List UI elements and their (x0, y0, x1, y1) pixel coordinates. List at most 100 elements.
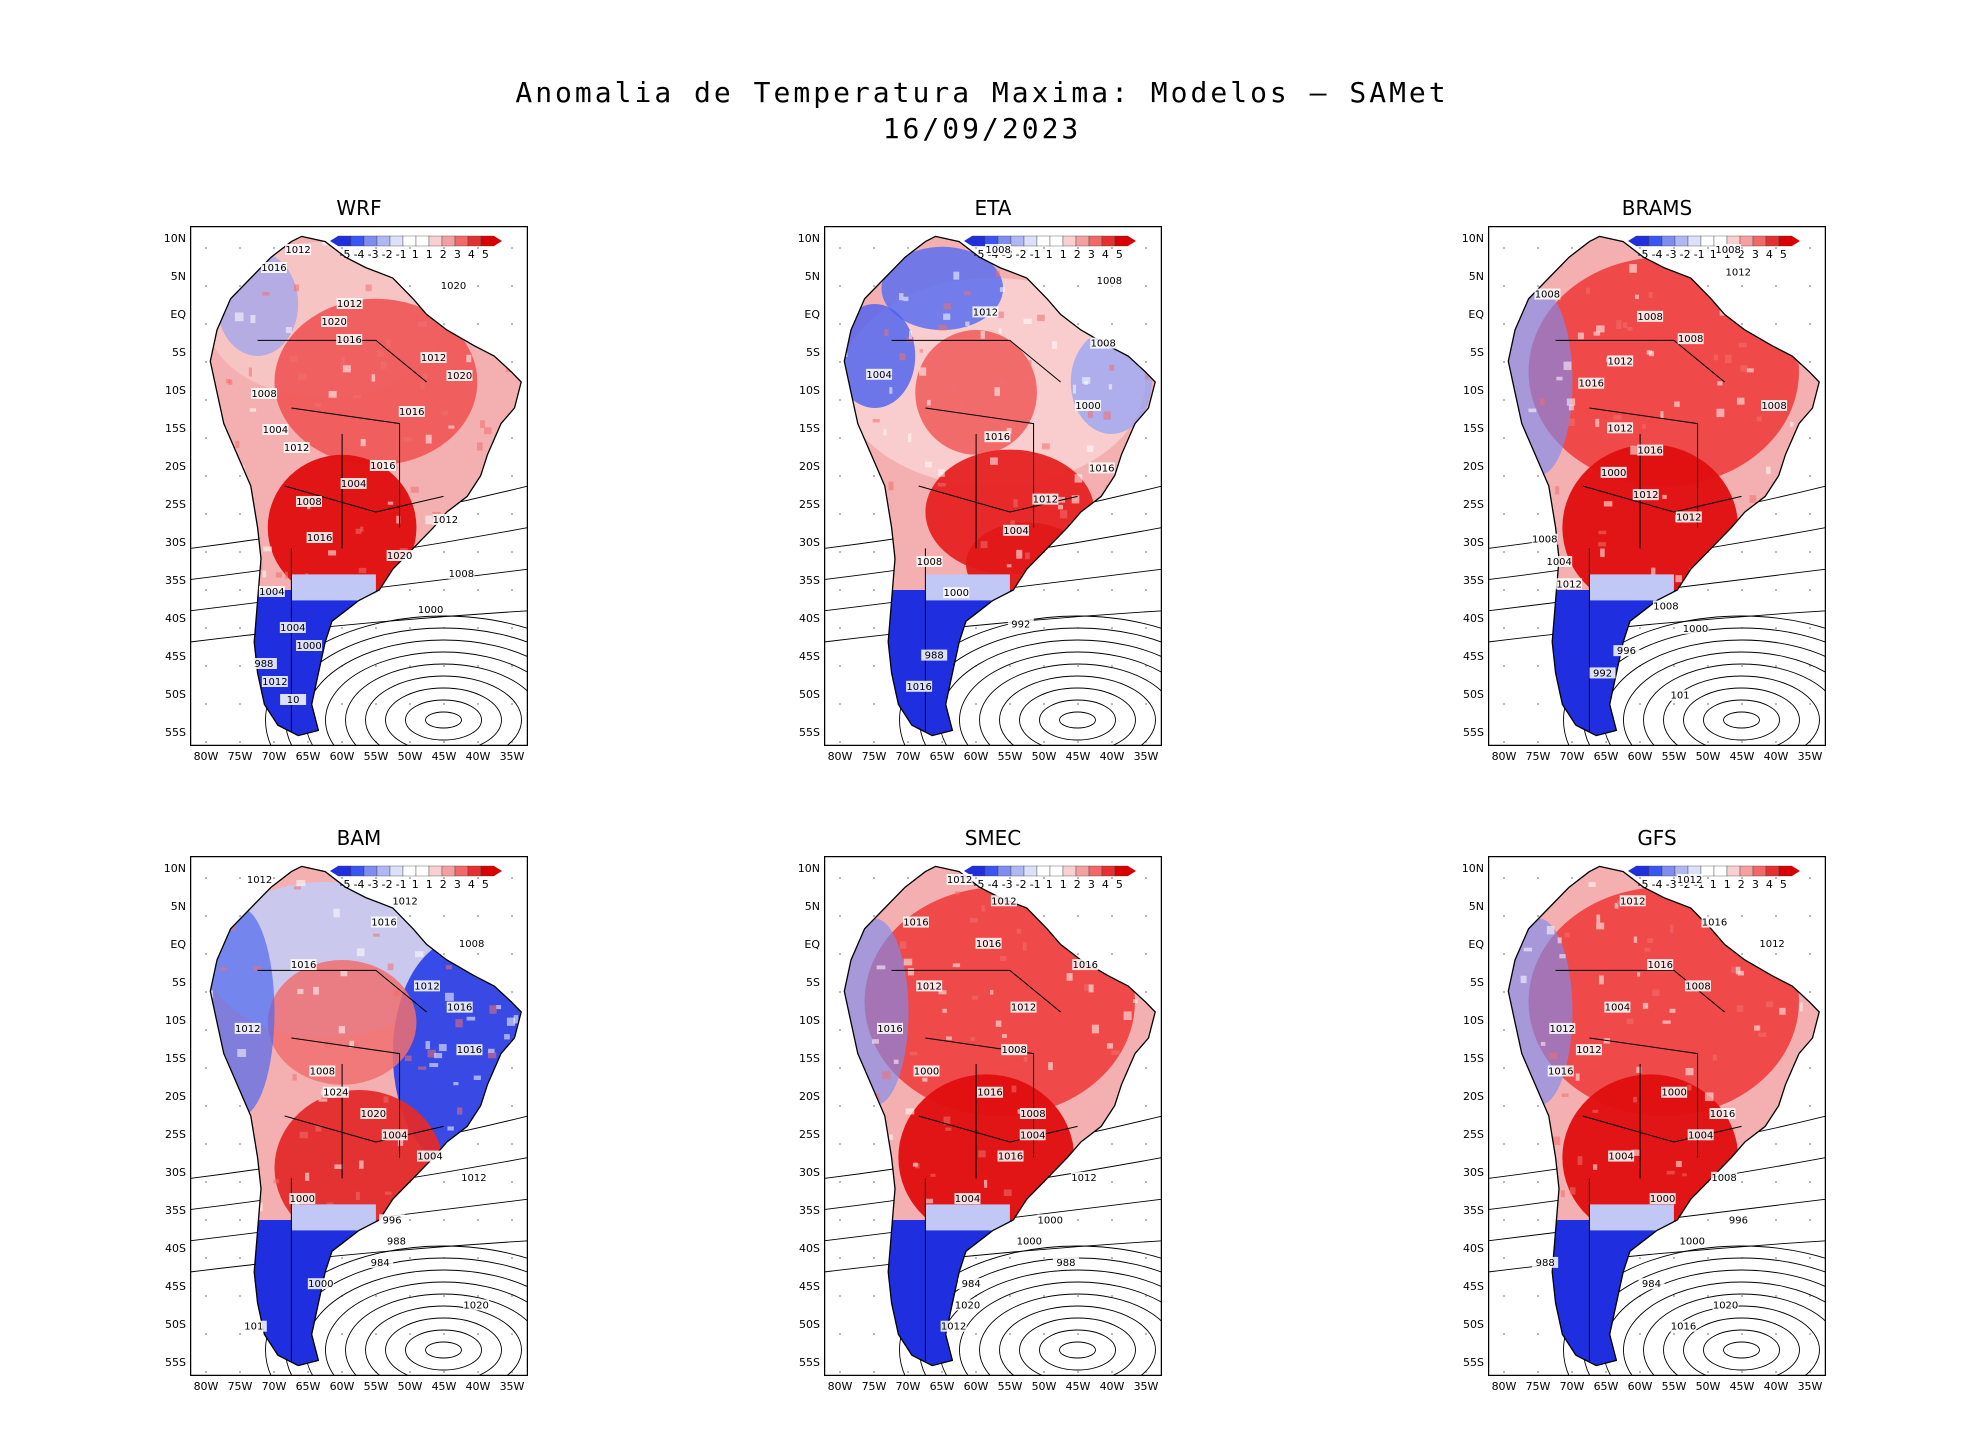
isobar (999, 675, 1156, 746)
anomaly-speckle (296, 880, 306, 887)
colorbar-swatch (376, 865, 391, 877)
lon-tick-label: 70W (1559, 750, 1585, 763)
anomaly-speckle (1013, 499, 1018, 508)
grid-dot (511, 1333, 513, 1335)
anomaly-speckle (281, 866, 291, 868)
isobar-label: 1012 (1633, 490, 1658, 501)
lat-tick-label: 10S (1463, 384, 1484, 397)
anomaly-speckle (837, 1080, 841, 1088)
grid-dot (375, 877, 377, 879)
colorbar-swatch (1752, 865, 1767, 877)
anomaly-speckle (1784, 295, 1790, 303)
colorbar-label: 1 (412, 248, 419, 261)
lat-tick-label: 35S (1463, 1204, 1484, 1217)
grid-dot (1639, 703, 1641, 705)
isobar-label: 1012 (235, 1024, 260, 1035)
anomaly-speckle (371, 374, 376, 382)
isobar-label: 1024 (323, 1088, 348, 1099)
isobar-label: 1008 (1637, 312, 1662, 323)
anomaly-speckle (1145, 506, 1154, 510)
grid-dot (511, 475, 513, 477)
map-panel-smec: -5 -4 -3 -2 -1 1 1 2 3 4 5 1012 1012 1016 1016 1016 1012… (824, 856, 1162, 1376)
colorbar-label: -1 (1030, 248, 1041, 261)
anomaly-speckle (387, 963, 394, 971)
colorbar-label: -3 (1666, 248, 1677, 261)
grid-dot (1537, 551, 1539, 553)
isobar-label-bg (1637, 444, 1664, 456)
colorbar-label: -3 (368, 878, 379, 891)
coastline (209, 865, 522, 1367)
grid-dot (1775, 915, 1777, 917)
colorbar-label: -3 (1666, 878, 1677, 891)
grid-dot (1537, 1143, 1539, 1145)
lat-tick-label: 20S (165, 1090, 186, 1103)
isobar-label-bg (260, 262, 287, 273)
colorbar-label: 1 (426, 878, 433, 891)
grid-dot (239, 1219, 241, 1221)
lat-tick-label: 10N (797, 232, 820, 245)
anomaly-patch (274, 298, 478, 466)
grid-dot (975, 1257, 977, 1259)
isobar-label: 1020 (321, 317, 346, 328)
anomaly-speckle (1614, 902, 1619, 909)
isobar-label: 1008 (251, 389, 276, 400)
grid-dot (409, 703, 411, 705)
grid-dot (1111, 513, 1113, 515)
isobar (959, 1281, 1162, 1376)
colorbar-label: 2 (1074, 878, 1081, 891)
anomaly-speckle (1666, 1170, 1675, 1175)
isobar-label-bg (1016, 1235, 1043, 1247)
colorbar-swatch (454, 865, 469, 877)
grid-dot (1111, 665, 1113, 667)
colorbar-right-arrow (494, 866, 502, 876)
coastline (209, 235, 522, 737)
lon-tick-label: 40W (1763, 1380, 1789, 1393)
anomaly-speckle (926, 399, 931, 406)
colorbar-swatch (1635, 865, 1650, 877)
colorbar-label: 4 (468, 878, 475, 891)
lon-tick-label: 35W (1797, 750, 1823, 763)
anomaly-speckle (903, 958, 913, 966)
grid-dot (409, 285, 411, 287)
isobar (325, 1281, 528, 1376)
isobar-label-bg (1613, 645, 1640, 657)
grid-dot (1537, 1295, 1539, 1297)
grid-dot (1111, 589, 1113, 591)
isobar-label: 988 (925, 651, 944, 662)
grid-dot (1809, 437, 1811, 439)
grid-dot (1111, 1143, 1113, 1145)
isobar-label-bg (1725, 266, 1752, 278)
isobar-label: 1000 (296, 641, 321, 652)
anomaly-speckle (403, 437, 412, 442)
isobar-label-bg (1701, 916, 1728, 928)
grid-dot (1673, 877, 1675, 879)
grid-dot (1145, 513, 1147, 515)
anomaly-speckle (1635, 294, 1639, 300)
anomaly-speckle (506, 1017, 515, 1026)
grid-dot (1145, 1257, 1147, 1259)
anomaly-speckle (1023, 318, 1032, 325)
grid-dot (1077, 589, 1079, 591)
grid-dot (1009, 877, 1011, 879)
anomaly-speckle (1642, 423, 1646, 429)
isobar-label: 1008 (1761, 401, 1786, 412)
grid-dot (511, 323, 513, 325)
isobar-label-bg (1675, 511, 1702, 523)
grid-dot (1741, 1181, 1743, 1183)
isobar-label: 1012 (1677, 875, 1702, 886)
anomaly-speckle (1500, 236, 1504, 244)
colorbar-label: 1 (426, 248, 433, 261)
lon-tick-label: 60W (963, 1380, 989, 1393)
anomaly-speckle (414, 909, 419, 915)
isobar-label: 1000 (914, 1066, 939, 1077)
grid-dot (375, 1295, 377, 1297)
colorbar-left-arrow (330, 236, 338, 246)
grid-dot (511, 665, 513, 667)
panel-title-bam: BAM (336, 826, 382, 850)
anomaly-speckle (1016, 928, 1022, 934)
anomaly-speckle (355, 1191, 360, 1201)
lon-tick-label: 60W (1627, 750, 1653, 763)
anomaly-speckle (1153, 999, 1156, 1009)
anomaly-speckle (1779, 1007, 1786, 1015)
lon-tick-label: 55W (363, 1380, 389, 1393)
